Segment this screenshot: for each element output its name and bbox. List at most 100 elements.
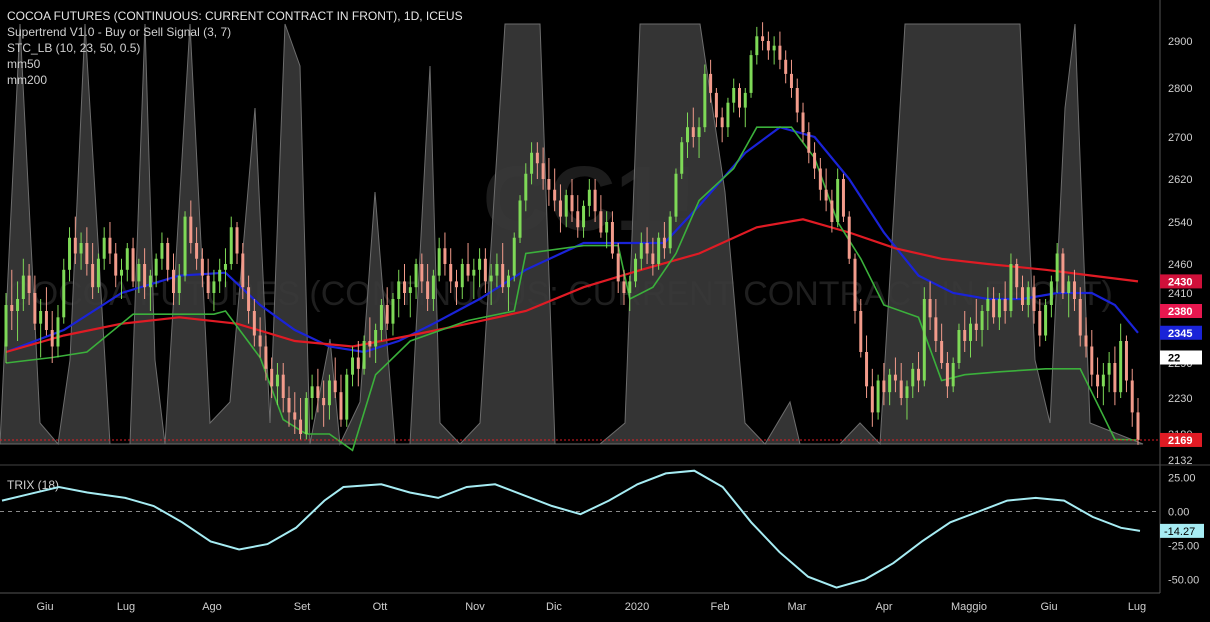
- candle: [772, 36, 776, 65]
- candle: [720, 107, 724, 143]
- candle-body: [870, 386, 874, 413]
- candle: [385, 287, 389, 330]
- candle-body: [79, 243, 83, 254]
- candle: [709, 59, 713, 103]
- y-tick-label: 2132: [1168, 455, 1192, 467]
- candle-body: [553, 189, 557, 201]
- candle: [512, 232, 516, 282]
- candle: [558, 184, 562, 233]
- price-label: 2169: [1168, 435, 1192, 447]
- candle: [1072, 269, 1076, 311]
- candle: [131, 237, 135, 288]
- candle: [1009, 253, 1013, 318]
- candle: [472, 258, 476, 299]
- candle: [143, 248, 147, 299]
- candle-body: [264, 346, 268, 369]
- candle: [813, 142, 817, 179]
- candle-body: [813, 152, 817, 169]
- candle-body: [634, 258, 638, 282]
- candle: [79, 232, 83, 270]
- y-tick-label: 2410: [1168, 288, 1192, 300]
- candle-body: [454, 281, 458, 288]
- candle-body: [703, 73, 707, 128]
- x-tick-label: Feb: [711, 601, 730, 613]
- candle: [1101, 363, 1105, 406]
- candle: [304, 392, 308, 440]
- candle: [293, 392, 297, 434]
- candle: [1078, 287, 1082, 347]
- candle: [853, 253, 857, 324]
- candle-body: [530, 152, 534, 174]
- candle: [587, 179, 591, 217]
- candle-body: [755, 36, 759, 56]
- candle-body: [986, 299, 990, 311]
- candle-body: [657, 237, 661, 264]
- candle: [795, 78, 799, 123]
- y-tick-label: 2800: [1168, 83, 1192, 95]
- candle: [1067, 275, 1071, 318]
- candle: [610, 211, 614, 259]
- candle-body: [195, 243, 199, 259]
- price-label: 22: [1168, 353, 1180, 365]
- candle-body: [784, 59, 788, 74]
- candle-body: [327, 380, 331, 406]
- price-label-bg: [1160, 274, 1202, 289]
- candle: [749, 50, 753, 98]
- candle: [426, 264, 430, 311]
- candle-body: [587, 189, 591, 206]
- candle: [443, 232, 447, 276]
- candle-body: [1038, 311, 1042, 336]
- candle-body: [91, 264, 95, 288]
- candle: [865, 335, 869, 398]
- candle-body: [957, 330, 961, 363]
- candle-body: [1026, 287, 1030, 305]
- candle: [547, 158, 551, 206]
- candle-body: [275, 374, 279, 387]
- candle: [229, 216, 233, 270]
- candle-body: [766, 41, 770, 51]
- candle: [316, 368, 320, 413]
- candle-body: [368, 341, 372, 347]
- candle: [518, 195, 522, 243]
- candle: [686, 112, 690, 158]
- candle-body: [610, 222, 614, 254]
- candle: [478, 248, 482, 288]
- candle: [639, 232, 643, 270]
- candle: [674, 168, 678, 222]
- candle-body: [27, 275, 31, 293]
- candle-body: [56, 317, 60, 347]
- trix-y-tick: -25.00: [1168, 540, 1199, 552]
- candle: [703, 64, 707, 133]
- y-tick-label: 2460: [1168, 259, 1192, 271]
- y-tick-label: 2620: [1168, 174, 1192, 186]
- candle: [466, 243, 470, 282]
- candle-body: [651, 253, 655, 264]
- trix-title: TRIX (18): [7, 478, 59, 492]
- candle-body: [980, 311, 984, 330]
- candle: [339, 374, 343, 427]
- candle: [755, 26, 759, 65]
- candle: [108, 222, 112, 264]
- candle-body: [558, 200, 562, 217]
- candle: [807, 122, 811, 164]
- candle: [102, 227, 106, 270]
- candle-body: [836, 179, 840, 222]
- candle-body: [1136, 412, 1140, 440]
- candle: [570, 179, 574, 222]
- legend-mm200: mm200: [7, 73, 48, 87]
- candle: [431, 269, 435, 311]
- legend-supertrend: Supertrend V1.0 - Buy or Sell Signal (3,…: [7, 25, 232, 39]
- candle-body: [547, 179, 551, 190]
- candle-body: [570, 195, 574, 212]
- candle-body: [403, 281, 407, 293]
- candle-body: [876, 380, 880, 413]
- candle: [1049, 275, 1053, 318]
- candle-body: [1055, 253, 1059, 282]
- candle-body: [847, 216, 851, 259]
- candle-body: [893, 374, 897, 381]
- candle-body: [801, 112, 805, 133]
- candle-body: [789, 73, 793, 88]
- candle-body: [709, 73, 713, 93]
- candle: [992, 287, 996, 324]
- candle-body: [824, 189, 828, 201]
